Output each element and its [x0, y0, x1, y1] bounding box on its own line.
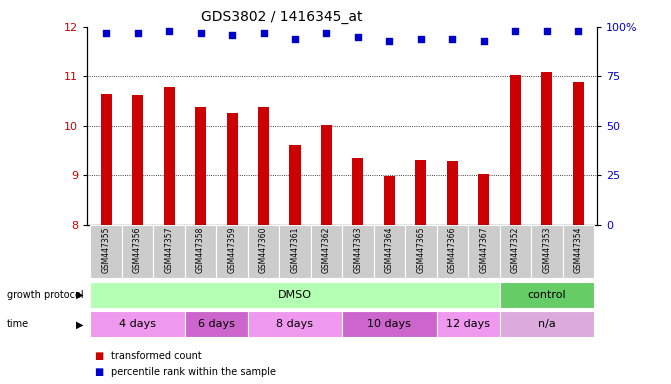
- Point: [258, 30, 269, 36]
- Bar: [415, 161, 426, 225]
- Text: GSM447353: GSM447353: [542, 226, 552, 273]
- Bar: [164, 87, 174, 225]
- Point: [164, 28, 174, 34]
- Bar: [122, 225, 154, 278]
- Bar: [185, 225, 216, 278]
- Text: DMSO: DMSO: [278, 290, 312, 300]
- Bar: [468, 225, 500, 278]
- Text: transformed count: transformed count: [111, 351, 201, 361]
- Point: [290, 36, 301, 42]
- Bar: [185, 311, 248, 337]
- Bar: [405, 225, 437, 278]
- Bar: [132, 95, 143, 225]
- Bar: [311, 225, 342, 278]
- Bar: [573, 82, 584, 225]
- Point: [510, 28, 521, 34]
- Point: [101, 30, 111, 36]
- Text: GSM447362: GSM447362: [322, 226, 331, 273]
- Text: 12 days: 12 days: [446, 319, 490, 329]
- Text: GSM447363: GSM447363: [354, 226, 362, 273]
- Bar: [510, 75, 521, 225]
- Bar: [342, 225, 374, 278]
- Bar: [437, 311, 500, 337]
- Text: percentile rank within the sample: percentile rank within the sample: [111, 367, 276, 377]
- Bar: [289, 144, 301, 225]
- Bar: [500, 282, 594, 308]
- Point: [447, 36, 458, 42]
- Text: GSM447354: GSM447354: [574, 226, 583, 273]
- Bar: [216, 225, 248, 278]
- Text: n/a: n/a: [538, 319, 556, 329]
- Text: GDS3802 / 1416345_at: GDS3802 / 1416345_at: [201, 10, 362, 23]
- Bar: [374, 225, 405, 278]
- Text: ▶: ▶: [76, 290, 84, 300]
- Text: 4 days: 4 days: [119, 319, 156, 329]
- Bar: [352, 158, 364, 225]
- Point: [573, 28, 584, 34]
- Text: GSM447355: GSM447355: [101, 226, 111, 273]
- Text: GSM447357: GSM447357: [164, 226, 174, 273]
- Point: [478, 38, 489, 44]
- Text: ■: ■: [94, 367, 103, 377]
- Text: growth protocol: growth protocol: [7, 290, 83, 300]
- Text: GSM447356: GSM447356: [133, 226, 142, 273]
- Point: [384, 38, 395, 44]
- Text: 8 days: 8 days: [276, 319, 313, 329]
- Bar: [279, 225, 311, 278]
- Bar: [91, 225, 122, 278]
- Text: GSM447367: GSM447367: [479, 226, 488, 273]
- Point: [195, 30, 206, 36]
- Bar: [384, 176, 395, 225]
- Text: 10 days: 10 days: [368, 319, 411, 329]
- Bar: [321, 125, 332, 225]
- Bar: [91, 311, 185, 337]
- Text: GSM447358: GSM447358: [196, 226, 205, 273]
- Bar: [500, 311, 594, 337]
- Bar: [91, 282, 500, 308]
- Bar: [437, 225, 468, 278]
- Bar: [531, 225, 562, 278]
- Text: GSM447359: GSM447359: [227, 226, 237, 273]
- Bar: [478, 174, 489, 225]
- Text: control: control: [527, 290, 566, 300]
- Bar: [258, 107, 269, 225]
- Point: [321, 30, 332, 36]
- Point: [541, 28, 552, 34]
- Text: ▶: ▶: [76, 319, 84, 329]
- Text: GSM447366: GSM447366: [448, 226, 457, 273]
- Bar: [227, 113, 238, 225]
- Text: GSM447360: GSM447360: [259, 226, 268, 273]
- Text: GSM447364: GSM447364: [385, 226, 394, 273]
- Point: [352, 34, 363, 40]
- Text: GSM447361: GSM447361: [291, 226, 299, 273]
- Text: ■: ■: [94, 351, 103, 361]
- Bar: [195, 107, 206, 225]
- Text: time: time: [7, 319, 29, 329]
- Text: 6 days: 6 days: [198, 319, 235, 329]
- Text: GSM447365: GSM447365: [417, 226, 425, 273]
- Bar: [101, 94, 111, 225]
- Bar: [500, 225, 531, 278]
- Bar: [342, 311, 437, 337]
- Bar: [541, 72, 552, 225]
- Point: [132, 30, 143, 36]
- Bar: [447, 161, 458, 225]
- Bar: [562, 225, 594, 278]
- Bar: [154, 225, 185, 278]
- Bar: [248, 311, 342, 337]
- Point: [227, 32, 238, 38]
- Bar: [248, 225, 279, 278]
- Text: GSM447352: GSM447352: [511, 226, 520, 273]
- Point: [415, 36, 426, 42]
